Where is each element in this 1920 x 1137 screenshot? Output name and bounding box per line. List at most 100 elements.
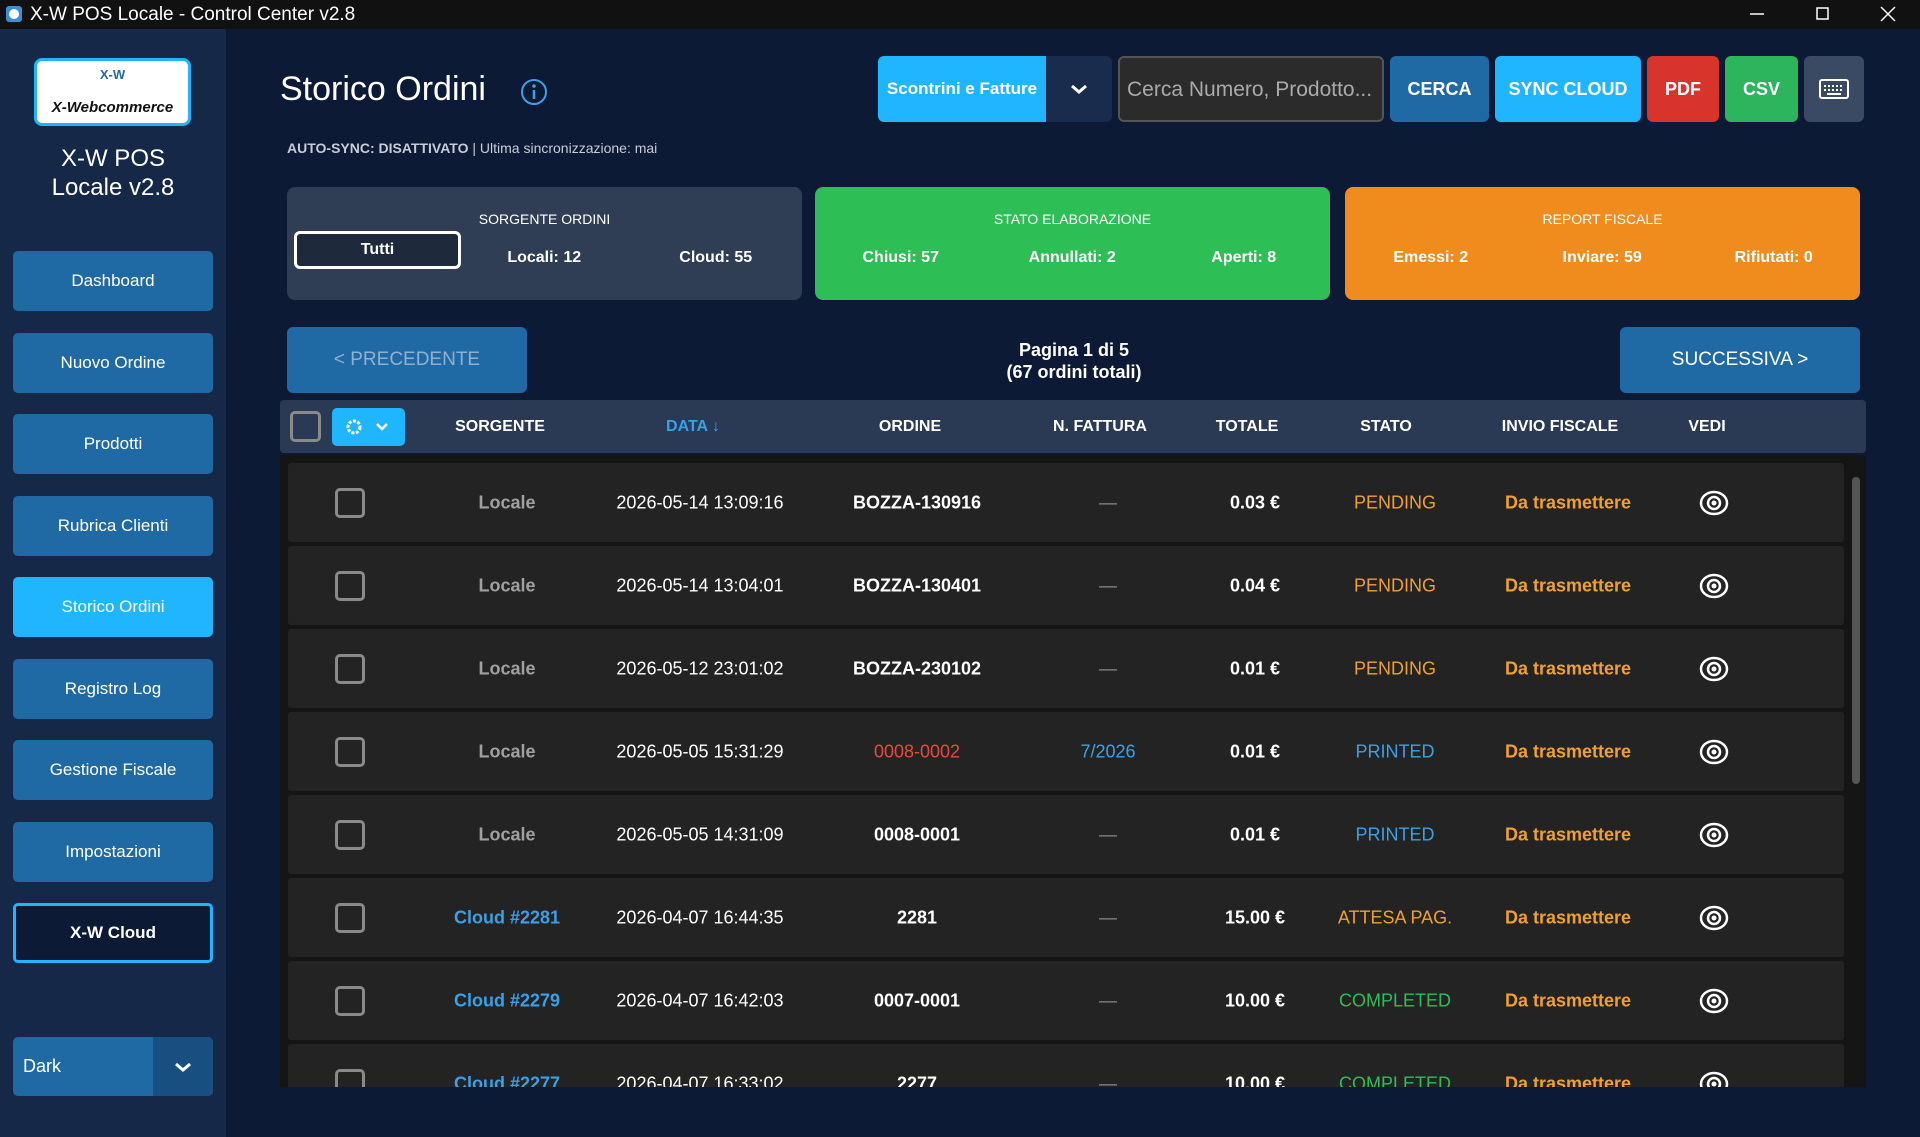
total-cell: 0.01 € <box>1229 824 1281 844</box>
nav-button[interactable]: Prodotti <box>13 414 213 474</box>
status-cell: PENDING <box>1353 575 1437 595</box>
column-header[interactable]: DATA ↓ <box>666 418 720 435</box>
logo-mark: X-W <box>99 67 126 82</box>
order-cell: 0008-0002 <box>873 741 961 761</box>
source-cell: Locale <box>478 741 536 761</box>
card-item: Annullati: 2 <box>1028 249 1116 266</box>
date-cell: 2026-04-07 16:44:35 <box>616 907 784 927</box>
invoice-cell: — <box>1099 658 1117 678</box>
sidebar: X-W X-Webcommerce X-W POS Locale v2.8 Das… <box>0 29 226 1137</box>
row-checkbox[interactable] <box>335 902 365 933</box>
view-button[interactable] <box>1698 653 1730 685</box>
view-button[interactable] <box>1698 819 1730 851</box>
invoice-cell: — <box>1099 1073 1117 1087</box>
summary-card: STATO ELABORAZIONE Chiusi: 57 Annullati: 2… <box>815 187 1330 300</box>
nav-button[interactable]: Gestione Fiscale <box>13 740 213 800</box>
table-row[interactable]: Cloud #2281 2026-04-07 16:44:35 2281 — 15.00… <box>288 878 1844 957</box>
status-cell: PENDING <box>1353 492 1437 512</box>
next-button[interactable]: SUCCESSIVA > <box>1620 327 1860 393</box>
row-checkbox[interactable] <box>335 653 365 684</box>
table-row[interactable]: Locale 2026-05-05 14:31:09 0008-0001 — 0.01 … <box>288 795 1844 874</box>
page-number: Pagina 1 di 5 <box>1018 340 1130 360</box>
title-bar: X-W POS Locale - Control Center v2.8 <box>0 0 1920 29</box>
pdf-button[interactable]: PDF <box>1647 56 1719 122</box>
row-checkbox[interactable] <box>335 985 365 1016</box>
search-button[interactable]: CERCA <box>1390 56 1489 122</box>
view-button[interactable] <box>1698 570 1730 602</box>
date-cell: 2026-05-05 14:31:09 <box>616 824 784 844</box>
view-button[interactable] <box>1698 736 1730 768</box>
view-button[interactable] <box>1698 902 1730 934</box>
status-cell: COMPLETED <box>1338 990 1452 1010</box>
view-button[interactable] <box>1698 1068 1730 1087</box>
table-row[interactable]: Cloud #2277 2026-04-07 16:33:02 2277 — 10.00… <box>288 1044 1844 1087</box>
card-item[interactable]: Cloud: 55 <box>679 249 753 266</box>
page-title: Storico Ordini <box>280 70 486 108</box>
filter-dropdown[interactable] <box>1046 56 1112 122</box>
nav-button[interactable]: Nuovo Ordine <box>13 332 213 393</box>
table-row[interactable]: Locale 2026-05-12 23:01:02 BOZZA-230102 — 0.… <box>288 629 1844 708</box>
column-settings[interactable] <box>332 408 405 446</box>
column-header: INVIO FISCALE <box>1501 418 1619 435</box>
fiscal-cell: Da trasmettere <box>1504 824 1632 844</box>
prev-button[interactable]: < PRECEDENTE <box>287 327 527 393</box>
row-checkbox[interactable] <box>335 487 365 518</box>
csv-button[interactable]: CSV <box>1725 56 1798 122</box>
card-item[interactable]: Tutti <box>294 231 461 269</box>
order-cell: BOZZA-230102 <box>852 658 982 678</box>
info-icon[interactable] <box>520 78 548 106</box>
column-header: TOTALE <box>1215 418 1279 435</box>
window-controls[interactable] <box>1740 0 1920 29</box>
row-checkbox[interactable] <box>335 1068 365 1087</box>
invoice-cell: 7/2026 <box>1080 741 1136 761</box>
sync-button[interactable]: SYNC CLOUD <box>1495 56 1641 122</box>
row-checkbox[interactable] <box>335 570 365 601</box>
source-cell: Cloud #2277 <box>453 1073 561 1087</box>
row-checkbox[interactable] <box>335 736 365 767</box>
fiscal-cell: Da trasmettere <box>1504 492 1632 512</box>
invoice-cell: — <box>1099 492 1117 512</box>
card-item: Aperti: 8 <box>1211 249 1277 266</box>
total-cell: 0.01 € <box>1229 741 1281 761</box>
scrollbar[interactable] <box>1852 477 1860 784</box>
nav-button[interactable]: Storico Ordini <box>13 577 213 637</box>
sync-detail: | Ultima sincronizzazione: mai <box>472 140 658 156</box>
card-item[interactable]: Locali: 12 <box>507 249 582 266</box>
order-cell: BOZZA-130401 <box>852 575 982 595</box>
keyboard-button[interactable] <box>1804 56 1864 122</box>
source-cell: Locale <box>478 658 536 678</box>
search-input[interactable]: Cerca Numero, Prodotto... <box>1118 56 1384 122</box>
nav-button[interactable]: X-W Cloud <box>13 903 213 963</box>
row-checkbox[interactable] <box>335 819 365 850</box>
table-header <box>280 400 1866 453</box>
nav-button[interactable]: Dashboard <box>13 251 213 311</box>
theme-select[interactable]: Dark <box>13 1037 213 1096</box>
date-cell: 2026-04-07 16:42:03 <box>616 990 784 1010</box>
card-item: Inviare: 59 <box>1562 249 1642 266</box>
app-name-line: Locale v2.8 <box>51 174 175 201</box>
nav-button[interactable]: Registro Log <box>13 658 213 719</box>
nav-button[interactable]: Rubrica Clienti <box>13 495 213 556</box>
date-cell: 2026-05-14 13:04:01 <box>616 575 784 595</box>
view-button[interactable] <box>1698 487 1730 519</box>
summary-card: SORGENTE ORDINI Tutti Locali: 12 Cloud: 55 <box>287 187 802 300</box>
source-cell: Locale <box>478 824 536 844</box>
filter-select[interactable]: Scontrini e Fatture <box>878 56 1046 122</box>
view-button[interactable] <box>1698 985 1730 1017</box>
status-cell: COMPLETED <box>1338 1073 1452 1087</box>
table-row[interactable]: Locale 2026-05-14 13:09:16 BOZZA-130916 — 0.… <box>288 463 1844 542</box>
table-row[interactable]: Locale 2026-05-05 15:31:29 0008-0002 7/2026… <box>288 712 1844 791</box>
table-row[interactable]: Cloud #2279 2026-04-07 16:42:03 0007-0001 —… <box>288 961 1844 1040</box>
source-cell: Locale <box>478 575 536 595</box>
nav-button[interactable]: Impostazioni <box>13 821 213 882</box>
select-all-checkbox[interactable] <box>290 411 321 442</box>
order-cell: 0007-0001 <box>873 990 961 1010</box>
column-header: SORGENTE <box>455 418 545 435</box>
status-cell: PRINTED <box>1355 741 1435 761</box>
status-cell: ATTESA PAG. <box>1337 907 1453 927</box>
status-cell: PRINTED <box>1355 824 1435 844</box>
order-cell: 0008-0001 <box>873 824 961 844</box>
order-cell: 2281 <box>896 907 938 927</box>
table-row[interactable]: Locale 2026-05-14 13:04:01 BOZZA-130401 — 0.… <box>288 546 1844 625</box>
column-header: ORDINE <box>878 418 942 435</box>
